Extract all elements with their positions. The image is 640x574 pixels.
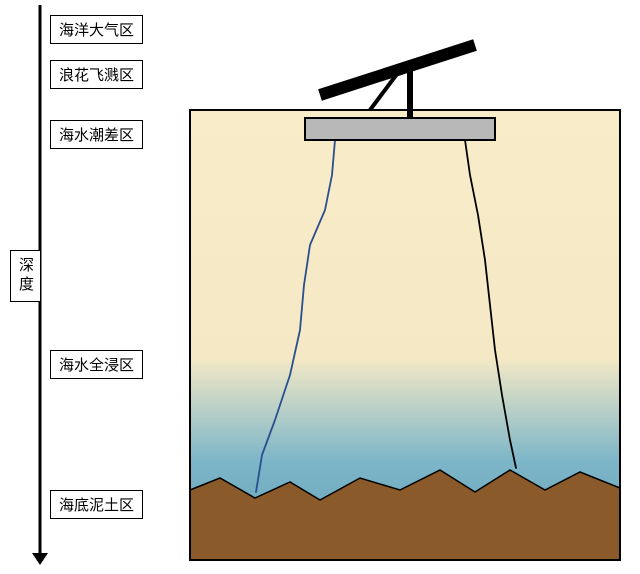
depth-axis-arrowhead [32,553,48,565]
zone-label-splash: 浪花飞溅区 [50,60,143,89]
zone-label-seabed: 海底泥土区 [50,490,143,519]
zone-label-immersion: 海水全浸区 [50,350,143,379]
zone-label-tidal: 海水潮差区 [50,120,143,149]
platform-deck [305,118,495,140]
zone-label-atmosphere: 海洋大气区 [50,15,143,44]
depth-axis-label: 深度 [10,250,41,302]
